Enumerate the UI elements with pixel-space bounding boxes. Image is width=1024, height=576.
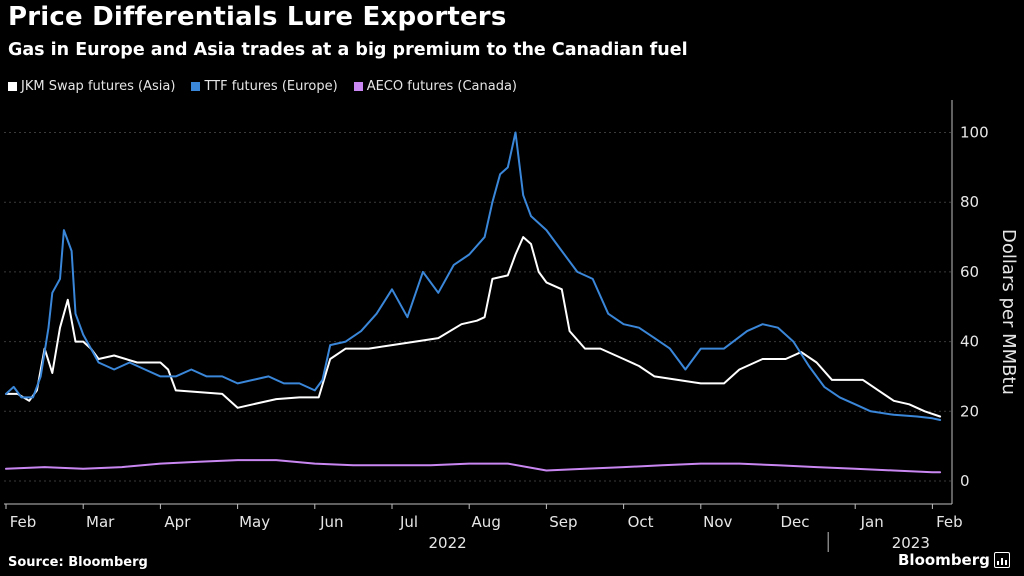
x-tick-label-8: Oct <box>628 513 654 531</box>
y-tick-label-60: 60 <box>960 263 979 281</box>
series-lines <box>5 131 942 474</box>
x-tick-label-7: Sep <box>549 513 577 531</box>
series-line-jkm <box>5 236 942 418</box>
legend-item-jkm: JKM Swap futures (Asia) <box>8 79 175 94</box>
brand-name: Bloomberg <box>898 551 990 569</box>
x-tick-label-11: Jan <box>860 513 884 531</box>
x-tick-label-1: Mar <box>86 513 115 531</box>
chart-subtitle: Gas in Europe and Asia trades at a big p… <box>8 40 688 60</box>
legend-swatch-aeco <box>353 81 363 91</box>
grid-lines <box>4 132 952 482</box>
brand-logo: Bloomberg <box>898 551 1010 569</box>
y-tick-label-100: 100 <box>960 124 989 142</box>
legend: JKM Swap futures (Asia) TTF futures (Eur… <box>8 77 517 95</box>
y-axis-title: Dollars per MMBtu <box>998 229 1019 395</box>
chart-title: Price Differentials Lure Exporters <box>8 2 507 32</box>
legend-swatch-ttf <box>191 81 201 91</box>
legend-label-ttf: TTF futures (Europe) <box>204 78 338 94</box>
y-tick-label-40: 40 <box>960 333 979 351</box>
legend-item-aeco: AECO futures (Canada) <box>353 78 517 94</box>
legend-item-ttf: TTF futures (Europe) <box>191 78 338 94</box>
legend-label-jkm: JKM Swap futures (Asia) <box>21 78 176 94</box>
x-tick-label-10: Dec <box>780 513 809 531</box>
x-tick-label-12: Feb <box>936 513 963 531</box>
legend-label-aeco: AECO futures (Canada) <box>366 78 517 94</box>
year-label-2023: 2023 <box>892 534 930 552</box>
x-tick-label-5: Jul <box>399 513 418 531</box>
x-tick-label-2: Apr <box>164 513 191 531</box>
y-tick-label-20: 20 <box>960 402 979 420</box>
x-tick-label-9: Nov <box>703 513 732 531</box>
series-line-ttf <box>5 131 942 421</box>
x-tick-label-3: May <box>239 513 270 531</box>
x-tick-label-6: Aug <box>472 513 501 531</box>
axes: 0 20 40 60 80 100 Feb Mar Apr May Jun Jul Aug Sep Oct N… <box>4 100 1019 552</box>
legend-swatch-jkm <box>8 81 17 91</box>
x-tick-label-0: Feb <box>10 513 37 531</box>
bar-chart-icon <box>993 552 1010 568</box>
x-tick-label-4: Jun <box>319 513 343 531</box>
year-label-2022: 2022 <box>429 534 467 552</box>
source-note: Source: Bloomberg <box>8 555 148 570</box>
y-tick-label-0: 0 <box>960 472 970 490</box>
series-line-aeco <box>5 459 942 474</box>
y-tick-label-80: 80 <box>960 193 979 211</box>
